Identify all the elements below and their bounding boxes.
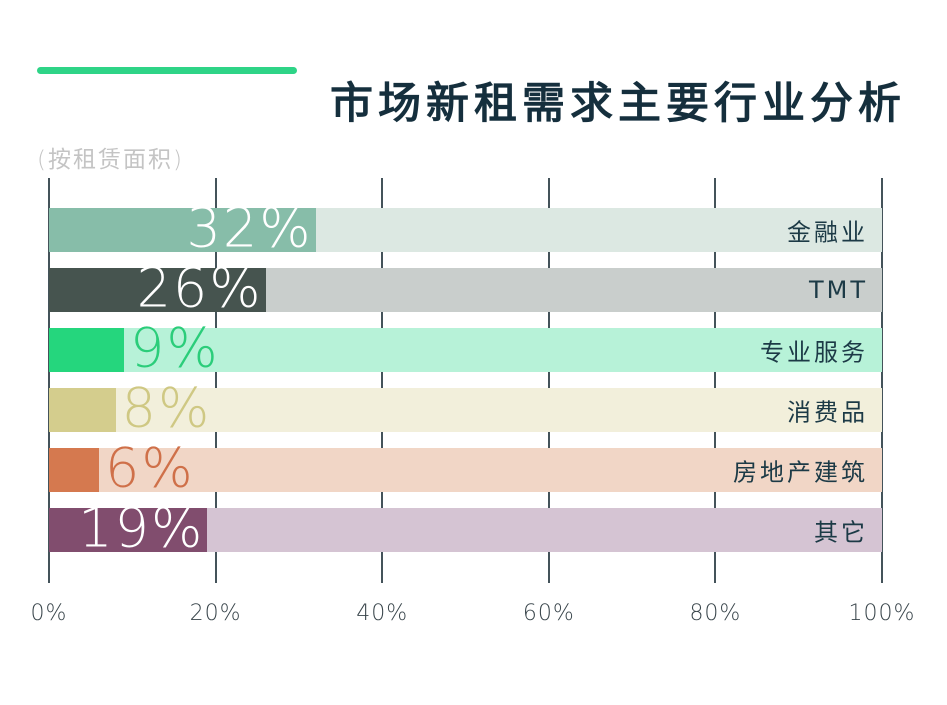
gridline-100 [881, 178, 883, 583]
bar-fill [49, 448, 99, 492]
title-accent-line [37, 67, 297, 74]
bar-value-label: 26% [136, 256, 263, 320]
plot-area: 32% 金融业 26% TMT 9% 专业服务 8% 消费品 6% 房地产建筑 … [48, 178, 883, 583]
page-title: 市场新租需求主要行业分析 [330, 78, 906, 129]
x-axis: 0% 20% 40% 60% 80% 100% [31, 601, 915, 635]
x-axis-tick-label: 0% [30, 601, 68, 626]
gridline-20 [214, 178, 217, 583]
bar-value-label: 19% [78, 496, 205, 560]
x-axis-tick-label: 80% [689, 601, 742, 626]
bar-fill [49, 268, 266, 312]
bar-category-label: 专业服务 [760, 338, 868, 367]
bar-value-label: 32% [186, 196, 313, 260]
bar-category-label: 金融业 [787, 218, 868, 247]
bar-category-label: 消费品 [787, 398, 868, 427]
gridline-0 [48, 178, 50, 583]
x-axis-tick-label: 20% [189, 601, 242, 626]
bar-group: 32% 金融业 26% TMT 9% 专业服务 8% 消费品 6% 房地产建筑 … [49, 201, 882, 568]
x-axis-tick-label: 40% [356, 601, 409, 626]
gridline-40 [381, 178, 384, 583]
gridlines [48, 178, 883, 583]
bar-row-tmt: 26% TMT [49, 261, 882, 315]
bar-row-consumer-goods: 8% 消费品 [49, 381, 882, 435]
bar-value-label: 6% [104, 436, 195, 500]
bar-category-label: TMT [808, 276, 868, 304]
bar-fill [49, 208, 316, 252]
bar-value-label: 8% [121, 376, 212, 440]
x-axis-tick-label: 60% [522, 601, 575, 626]
bar-category-label: 其它 [814, 518, 868, 547]
bar-fill [49, 508, 208, 552]
bar-fill [49, 388, 116, 432]
bar-row-finance: 32% 金融业 [49, 201, 882, 255]
bar-category-label: 房地产建筑 [733, 458, 868, 487]
bar-row-professional-services: 9% 专业服务 [49, 321, 882, 375]
gridline-80 [714, 178, 717, 583]
bar-row-real-estate-construction: 6% 房地产建筑 [49, 441, 882, 495]
chart-subtitle: (按租赁面积) [37, 147, 184, 173]
x-axis-tick-label: 100% [848, 601, 916, 626]
gridline-60 [547, 178, 550, 583]
bar-row-others: 19% 其它 [49, 501, 882, 555]
bar-value-label: 9% [129, 316, 220, 380]
bar-fill [49, 328, 124, 372]
